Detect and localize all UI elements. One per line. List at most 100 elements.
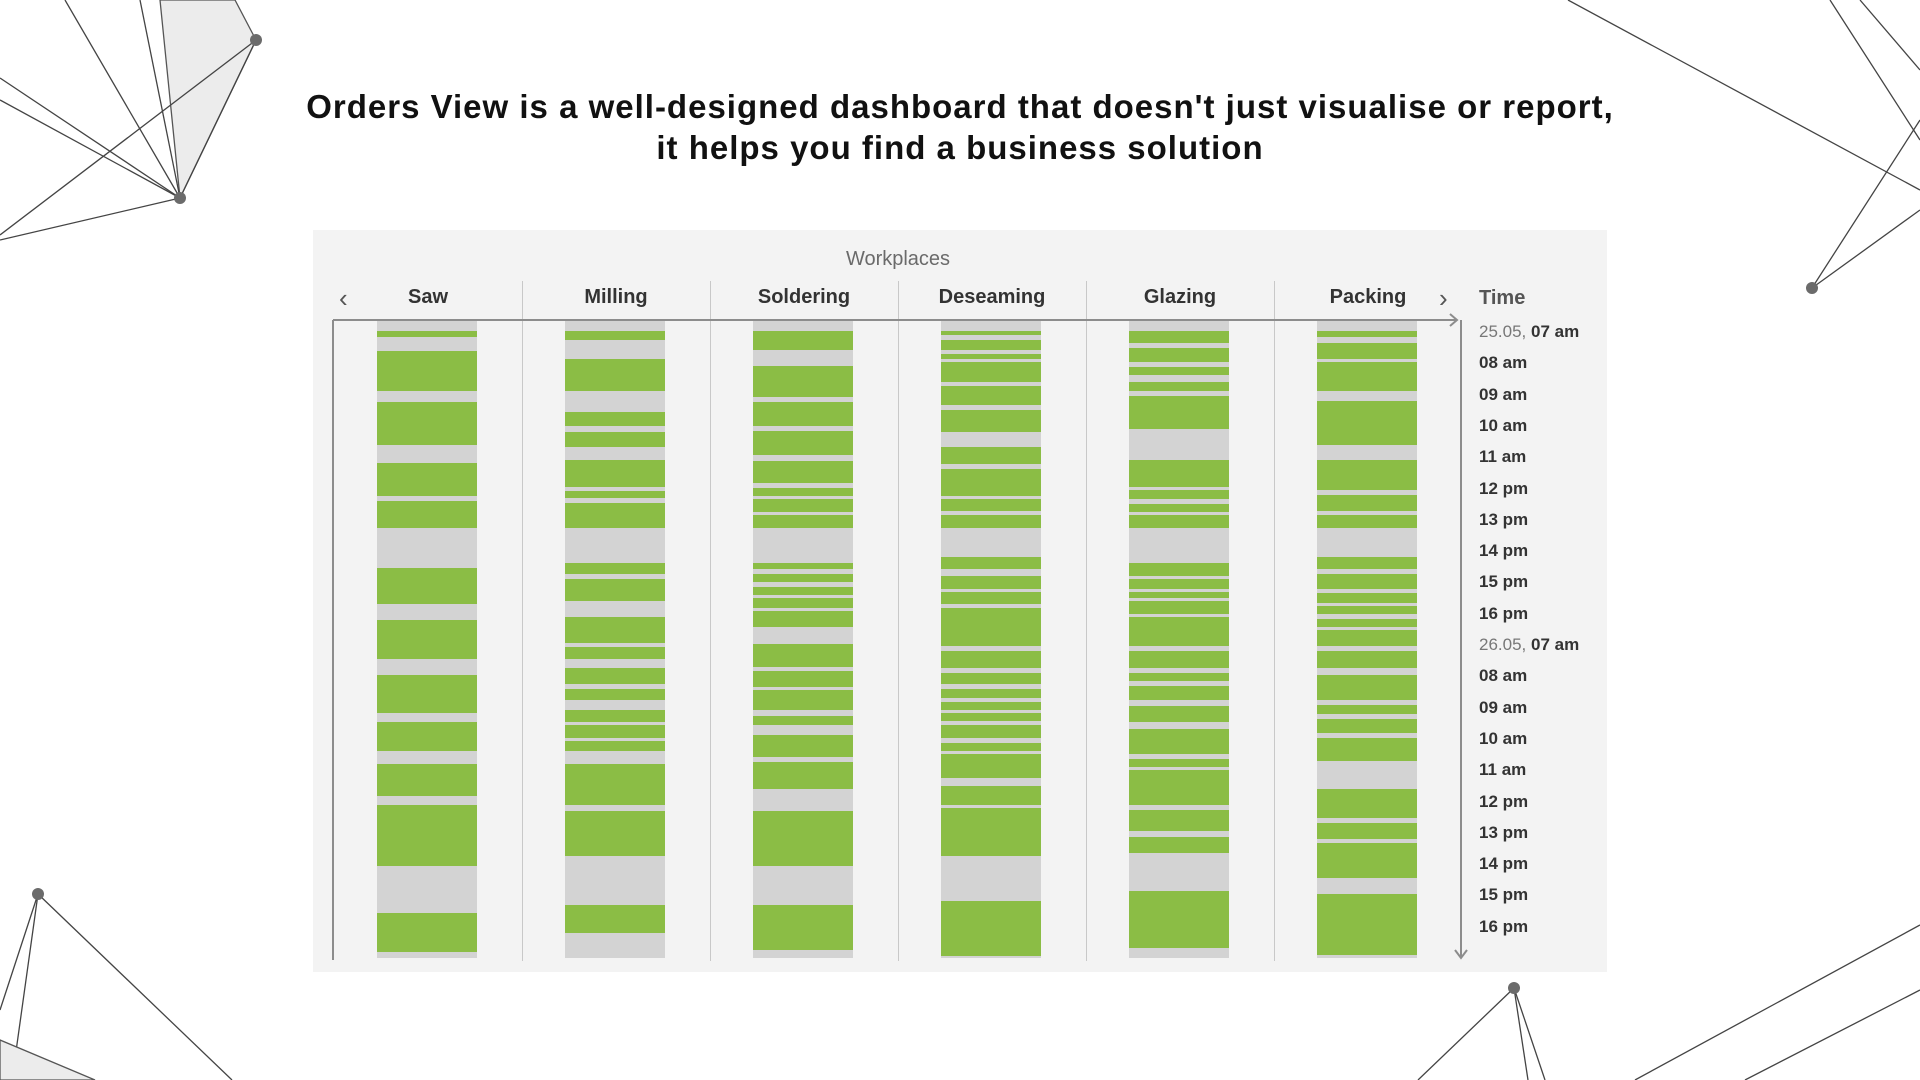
busy-segment	[565, 763, 665, 806]
time-label: 11 am	[1479, 760, 1526, 780]
chevron-right-icon[interactable]: ›	[1439, 283, 1448, 313]
column-divider	[1274, 281, 1275, 961]
busy-segment	[1129, 381, 1229, 392]
busy-segment	[941, 386, 1041, 406]
busy-segment	[1317, 822, 1417, 839]
busy-segment	[565, 811, 665, 857]
busy-segment	[565, 617, 665, 643]
busy-segment	[1129, 650, 1229, 669]
headline-line-2: it helps you find a business solution	[656, 129, 1264, 166]
time-label-time: 09 am	[1479, 697, 1528, 717]
busy-segment	[1317, 843, 1417, 879]
column-divider	[1086, 281, 1087, 961]
busy-segment	[941, 900, 1041, 957]
column-divider	[898, 281, 899, 961]
busy-segment	[941, 575, 1041, 589]
busy-segment	[1317, 400, 1417, 446]
busy-segment	[377, 330, 477, 337]
time-label-time: 13 pm	[1479, 509, 1529, 529]
busy-segment	[753, 461, 853, 484]
busy-segment	[565, 359, 665, 392]
busy-segment	[1129, 685, 1229, 700]
schedule-track-soldering	[753, 321, 853, 958]
busy-segment	[941, 446, 1041, 465]
orders-view-panel: Workplaces ‹ › Saw Milling Soldering Des…	[313, 230, 1607, 972]
busy-segment	[377, 567, 477, 605]
time-label-time: 07 am	[1531, 635, 1580, 654]
time-label-time: 08 am	[1479, 353, 1528, 373]
busy-segment	[753, 598, 853, 608]
busy-segment	[753, 762, 853, 790]
busy-segment	[377, 674, 477, 713]
busy-segment	[941, 362, 1041, 382]
busy-segment	[565, 491, 665, 498]
busy-segment	[753, 671, 853, 688]
time-label: 26.05, 07 am	[1479, 635, 1579, 655]
busy-segment	[753, 715, 853, 726]
busy-segment	[377, 620, 477, 659]
time-label-time: 08 am	[1479, 666, 1528, 686]
busy-segment	[1129, 836, 1229, 853]
busy-segment	[1129, 330, 1229, 344]
busy-segment	[941, 591, 1041, 605]
busy-segment	[565, 709, 665, 723]
busy-segment	[1317, 650, 1417, 669]
busy-segment	[1129, 459, 1229, 487]
busy-segment	[1317, 894, 1417, 955]
busy-segment	[753, 515, 853, 529]
headline-line-1: Orders View is a well-designed dashboard…	[306, 88, 1614, 125]
busy-segment	[1317, 738, 1417, 761]
time-label-time: 16 pm	[1479, 916, 1529, 936]
busy-segment	[1317, 593, 1417, 603]
busy-segment	[565, 432, 665, 447]
busy-segment	[1129, 591, 1229, 599]
busy-segment	[1317, 343, 1417, 360]
busy-segment	[1317, 574, 1417, 589]
busy-segment	[753, 365, 853, 398]
busy-segment	[941, 650, 1041, 669]
busy-segment	[1129, 891, 1229, 949]
time-label: 12 pm	[1479, 479, 1528, 499]
busy-segment	[565, 668, 665, 685]
busy-segment	[1317, 719, 1417, 734]
busy-segment	[1317, 515, 1417, 529]
busy-segment	[565, 647, 665, 659]
schedule-track-milling	[565, 321, 665, 958]
busy-segment	[377, 805, 477, 866]
busy-segment	[941, 808, 1041, 857]
column-divider	[710, 281, 711, 961]
busy-segment	[753, 563, 853, 570]
busy-segment	[941, 354, 1041, 360]
busy-segment	[377, 462, 477, 497]
busy-segment	[941, 330, 1041, 336]
time-label-time: 14 pm	[1479, 854, 1529, 874]
busy-segment	[1317, 674, 1417, 700]
time-label-time: 12 pm	[1479, 791, 1529, 811]
schedule-track-packing	[1317, 321, 1417, 958]
column-header-deseaming: Deseaming	[938, 286, 1046, 308]
busy-segment	[565, 459, 665, 487]
busy-segment	[753, 499, 853, 513]
chevron-left-icon[interactable]: ‹	[339, 283, 348, 313]
busy-segment	[1317, 606, 1417, 614]
busy-segment	[753, 644, 853, 667]
busy-segment	[941, 340, 1041, 350]
busy-segment	[565, 411, 665, 427]
busy-segment	[1129, 601, 1229, 614]
busy-segment	[941, 786, 1041, 806]
time-label-time: 13 pm	[1479, 822, 1529, 842]
busy-segment	[1129, 728, 1229, 755]
busy-segment	[1129, 706, 1229, 723]
busy-segment	[1317, 789, 1417, 818]
busy-segment	[1317, 362, 1417, 392]
busy-segment	[941, 754, 1041, 779]
time-heading: Time	[1479, 287, 1526, 309]
busy-segment	[1317, 459, 1417, 490]
busy-segment	[941, 712, 1041, 721]
busy-segment	[753, 811, 853, 866]
headline: Orders View is a well-designed dashboard…	[0, 86, 1920, 168]
busy-segment	[1129, 617, 1229, 646]
busy-segment	[565, 725, 665, 739]
time-label: 09 am	[1479, 385, 1527, 405]
schedule-track-glazing	[1129, 321, 1229, 958]
